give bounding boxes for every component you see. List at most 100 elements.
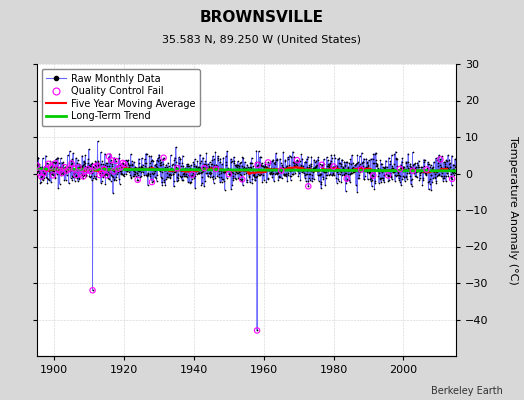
- Point: [396, 166, 404, 172]
- Point: [65, 166, 73, 172]
- Point: [176, 156, 184, 162]
- Point: [363, 160, 372, 167]
- Point: [341, 170, 349, 176]
- Point: [394, 170, 402, 176]
- Point: [229, 172, 237, 179]
- Point: [370, 186, 378, 192]
- Legend: Raw Monthly Data, Quality Control Fail, Five Year Moving Average, Long-Term Tren: Raw Monthly Data, Quality Control Fail, …: [41, 69, 200, 126]
- Point: [372, 150, 380, 156]
- Point: [140, 166, 149, 172]
- Point: [84, 168, 93, 174]
- Point: [252, 174, 260, 180]
- Point: [356, 161, 365, 167]
- Point: [354, 163, 363, 169]
- Point: [450, 166, 458, 172]
- Point: [292, 158, 301, 165]
- Point: [96, 168, 104, 174]
- Point: [106, 177, 115, 184]
- Point: [93, 162, 102, 169]
- Point: [90, 173, 98, 179]
- Point: [255, 168, 263, 174]
- Point: [433, 160, 442, 166]
- Point: [240, 171, 248, 177]
- Point: [96, 170, 104, 176]
- Point: [134, 177, 142, 183]
- Point: [58, 164, 66, 170]
- Point: [194, 164, 202, 170]
- Point: [215, 166, 224, 173]
- Point: [100, 171, 108, 177]
- Point: [282, 173, 290, 180]
- Point: [136, 166, 144, 173]
- Point: [103, 162, 111, 169]
- Point: [343, 159, 352, 165]
- Point: [393, 163, 401, 170]
- Point: [326, 160, 334, 166]
- Point: [227, 159, 236, 165]
- Point: [430, 168, 439, 174]
- Point: [203, 165, 211, 171]
- Point: [51, 160, 60, 166]
- Point: [106, 159, 115, 165]
- Point: [354, 168, 362, 175]
- Point: [449, 162, 457, 168]
- Point: [352, 167, 360, 173]
- Point: [403, 159, 412, 165]
- Point: [43, 164, 51, 171]
- Point: [104, 170, 113, 176]
- Point: [99, 166, 107, 172]
- Point: [380, 168, 389, 174]
- Point: [65, 166, 73, 172]
- Point: [329, 171, 337, 177]
- Point: [292, 159, 301, 166]
- Point: [128, 162, 136, 168]
- Point: [375, 174, 384, 181]
- Point: [280, 172, 289, 178]
- Point: [92, 173, 101, 180]
- Point: [338, 157, 346, 164]
- Point: [260, 177, 268, 183]
- Point: [364, 162, 373, 168]
- Point: [146, 160, 154, 166]
- Point: [42, 160, 51, 166]
- Point: [159, 166, 168, 172]
- Point: [165, 167, 173, 174]
- Point: [386, 158, 395, 165]
- Point: [418, 164, 426, 170]
- Point: [353, 165, 361, 171]
- Point: [177, 162, 185, 169]
- Point: [265, 160, 274, 166]
- Point: [147, 158, 156, 164]
- Point: [163, 174, 171, 180]
- Point: [441, 160, 450, 167]
- Point: [187, 179, 195, 185]
- Point: [443, 164, 452, 170]
- Point: [265, 167, 273, 173]
- Point: [146, 173, 155, 179]
- Point: [419, 176, 428, 183]
- Point: [235, 176, 244, 182]
- Point: [236, 160, 244, 166]
- Point: [422, 170, 430, 177]
- Point: [181, 173, 189, 179]
- Point: [317, 179, 325, 185]
- Point: [317, 185, 325, 191]
- Point: [445, 156, 454, 163]
- Point: [293, 162, 301, 169]
- Point: [221, 167, 229, 174]
- Point: [364, 170, 373, 176]
- Point: [199, 164, 208, 171]
- Point: [126, 172, 135, 179]
- Point: [428, 178, 436, 185]
- Point: [374, 168, 383, 174]
- Point: [225, 171, 233, 177]
- Point: [54, 154, 62, 161]
- Point: [242, 167, 250, 174]
- Point: [228, 182, 236, 188]
- Point: [414, 168, 422, 174]
- Point: [232, 162, 241, 168]
- Point: [101, 162, 110, 168]
- Point: [395, 167, 403, 174]
- Point: [281, 156, 289, 163]
- Point: [66, 166, 74, 173]
